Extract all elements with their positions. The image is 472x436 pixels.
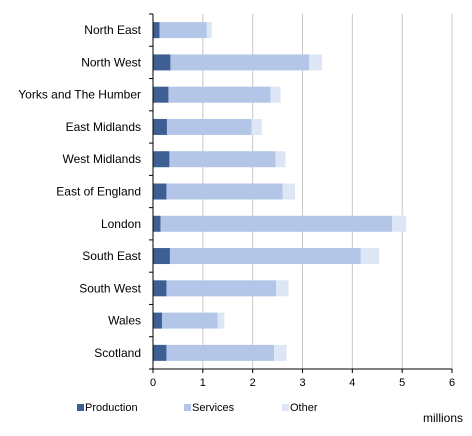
category-label-south-west: South West [79,281,141,295]
bar-other-wales [217,312,225,329]
category-labels: North East North West Yorks and The Humber… [18,23,141,360]
category-label-west-midlands: West Midlands [63,152,141,166]
x-tick-label: 6 [449,377,455,389]
legend-swatch-production [77,404,84,411]
bar-services-yorks-and-the-humber [168,86,271,103]
bar-production-south-west [153,280,167,297]
bar-services-london [160,215,393,232]
x-tick-label: 2 [250,377,256,389]
category-label-east-midlands: East Midlands [66,120,141,134]
bar-production-london [153,215,161,232]
category-label-london: London [101,217,141,231]
category-label-east-of-england: East of England [56,185,141,199]
x-tick-label: 5 [399,377,405,389]
category-label-yorks-and-the-humber: Yorks and The Humber [18,88,141,102]
tick-labels: 0 1 2 3 4 5 6 [150,377,455,389]
x-tick-label: 4 [349,377,355,389]
bar-production-wales [153,312,162,329]
bar-other-south-west [276,280,289,297]
bar-services-north-west [170,54,309,71]
bars [153,22,407,361]
x-tick-label: 1 [200,377,206,389]
bar-services-east-midlands [166,118,252,135]
category-label-scotland: Scotland [94,346,141,360]
bar-production-north-west [153,54,171,71]
legend: Production Services Other [77,402,318,414]
bar-production-scotland [153,344,167,361]
legend-swatch-services [184,404,191,411]
legend-label-production: Production [85,402,138,414]
bar-services-south-west [166,280,277,297]
legend-label-other: Other [290,402,318,414]
bar-other-scotland [274,344,287,361]
x-unit-label: millions [423,411,463,425]
bar-production-west-midlands [153,151,170,168]
bar-services-east-of-england [166,183,283,200]
axes [149,13,453,373]
legend-swatch-other [282,404,289,411]
bar-other-south-east [360,248,380,265]
x-tick-label: 3 [299,377,305,389]
category-label-south-east: South East [82,249,141,263]
bar-other-north-west [308,54,322,71]
bar-other-yorks-and-the-humber [270,86,281,103]
gridlines [202,14,453,369]
bar-production-east-midlands [153,118,167,135]
bar-services-wales [161,312,218,329]
bar-services-scotland [166,344,275,361]
bar-other-east-of-england [282,183,296,200]
bar-other-london [392,215,407,232]
bar-services-south-east [169,248,361,265]
x-tick-label: 0 [150,377,156,389]
bar-production-yorks-and-the-humber [153,86,169,103]
bar-other-west-midlands [275,151,286,168]
legend-label-services: Services [192,402,235,414]
category-label-north-west: North West [81,55,141,69]
bar-production-south-east [153,248,170,265]
bar-production-east-of-england [153,183,167,200]
category-label-wales: Wales [108,314,141,328]
bar-services-north-east [159,22,207,39]
bar-production-north-east [153,22,160,39]
bar-other-east-midlands [251,118,262,135]
category-label-north-east: North East [84,23,141,37]
bar-other-north-east [206,22,212,39]
bar-services-west-midlands [169,151,276,168]
